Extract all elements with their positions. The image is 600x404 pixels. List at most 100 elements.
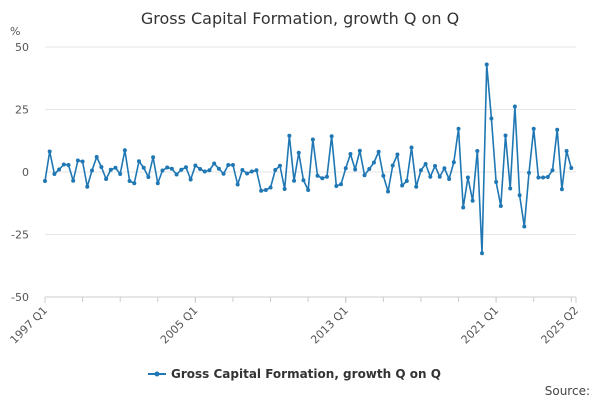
data-point[interactable] <box>550 168 555 173</box>
data-point[interactable] <box>404 179 409 183</box>
data-point[interactable] <box>386 189 391 194</box>
data-point[interactable] <box>334 184 339 188</box>
data-point[interactable] <box>371 160 376 165</box>
data-point[interactable] <box>89 168 94 173</box>
data-point[interactable] <box>456 126 461 131</box>
data-point[interactable] <box>66 163 71 167</box>
data-point[interactable] <box>517 193 522 198</box>
data-point[interactable] <box>343 166 348 171</box>
data-point[interactable] <box>527 170 532 175</box>
data-point[interactable] <box>442 166 447 171</box>
data-point[interactable] <box>230 163 235 167</box>
data-point[interactable] <box>43 179 47 183</box>
data-point[interactable] <box>57 167 62 172</box>
data-point[interactable] <box>155 181 160 186</box>
data-point[interactable] <box>498 204 503 208</box>
data-point[interactable] <box>320 176 325 181</box>
legend[interactable]: Gross Capital Formation, growth Q on Q <box>148 367 441 381</box>
data-point[interactable] <box>400 183 405 188</box>
data-point[interactable] <box>522 224 527 229</box>
data-point[interactable] <box>409 145 414 150</box>
data-point[interactable] <box>559 187 564 192</box>
data-point[interactable] <box>179 167 184 172</box>
data-point[interactable] <box>555 127 560 132</box>
data-point[interactable] <box>85 184 90 189</box>
data-point[interactable] <box>484 62 489 67</box>
data-point[interactable] <box>512 104 517 109</box>
data-point[interactable] <box>221 171 226 176</box>
data-point[interactable] <box>80 159 85 164</box>
data-point[interactable] <box>259 188 264 193</box>
data-point[interactable] <box>113 165 118 170</box>
data-point[interactable] <box>480 251 485 256</box>
data-point[interactable] <box>494 180 499 184</box>
data-point[interactable] <box>451 160 456 165</box>
data-point[interactable] <box>465 175 470 180</box>
data-point[interactable] <box>362 173 367 178</box>
data-point[interactable] <box>136 159 141 164</box>
data-point[interactable] <box>71 178 76 183</box>
data-point[interactable] <box>141 165 146 170</box>
data-point[interactable] <box>254 168 259 173</box>
data-point[interactable] <box>268 185 273 190</box>
data-point[interactable] <box>489 116 494 121</box>
source-label[interactable]: Source: <box>545 384 590 398</box>
data-point[interactable] <box>306 188 311 192</box>
data-point[interactable] <box>108 167 113 172</box>
data-point[interactable] <box>207 168 212 173</box>
data-point[interactable] <box>508 186 513 191</box>
data-point[interactable] <box>447 177 452 181</box>
data-point[interactable] <box>339 182 344 187</box>
data-point[interactable] <box>536 175 541 180</box>
data-point[interactable] <box>367 167 372 171</box>
data-point[interactable] <box>226 163 231 167</box>
data-point[interactable] <box>235 182 240 187</box>
data-point[interactable] <box>61 162 66 167</box>
data-point[interactable] <box>292 178 297 183</box>
data-point[interactable] <box>348 152 353 156</box>
data-point[interactable] <box>475 149 480 153</box>
data-point[interactable] <box>437 174 442 179</box>
data-point[interactable] <box>193 163 198 168</box>
data-point[interactable] <box>94 155 99 159</box>
data-point[interactable] <box>151 155 156 160</box>
data-point[interactable] <box>315 173 320 178</box>
data-point[interactable] <box>183 165 188 170</box>
data-point[interactable] <box>296 150 301 155</box>
data-point[interactable] <box>127 179 132 183</box>
data-point[interactable] <box>169 166 174 171</box>
data-point[interactable] <box>545 175 550 179</box>
data-point[interactable] <box>324 174 329 179</box>
data-point[interactable] <box>240 168 245 172</box>
data-point[interactable] <box>531 126 536 131</box>
data-point[interactable] <box>390 163 395 168</box>
data-point[interactable] <box>376 149 381 154</box>
data-point[interactable] <box>99 165 104 169</box>
data-point[interactable] <box>104 177 109 181</box>
data-point[interactable] <box>47 149 52 154</box>
data-point[interactable] <box>263 188 268 192</box>
data-point[interactable] <box>395 152 400 157</box>
data-point[interactable] <box>122 148 127 153</box>
data-point[interactable] <box>418 168 423 173</box>
data-point[interactable] <box>287 133 292 138</box>
data-point[interactable] <box>381 173 386 178</box>
data-point[interactable] <box>564 149 569 153</box>
data-point[interactable] <box>174 172 179 177</box>
data-point[interactable] <box>423 162 428 166</box>
data-point[interactable] <box>52 172 57 176</box>
data-point[interactable] <box>118 172 123 176</box>
data-point[interactable] <box>329 134 334 139</box>
data-point[interactable] <box>301 178 306 183</box>
data-point[interactable] <box>249 169 254 174</box>
data-point[interactable] <box>569 166 574 170</box>
data-point[interactable] <box>198 167 203 171</box>
data-point[interactable] <box>202 169 207 174</box>
data-point[interactable] <box>428 174 433 179</box>
data-point[interactable] <box>188 177 193 182</box>
data-point[interactable] <box>212 161 217 166</box>
data-point[interactable] <box>245 171 250 176</box>
data-point[interactable] <box>433 164 438 168</box>
data-point[interactable] <box>503 133 508 138</box>
data-point[interactable] <box>310 137 315 142</box>
